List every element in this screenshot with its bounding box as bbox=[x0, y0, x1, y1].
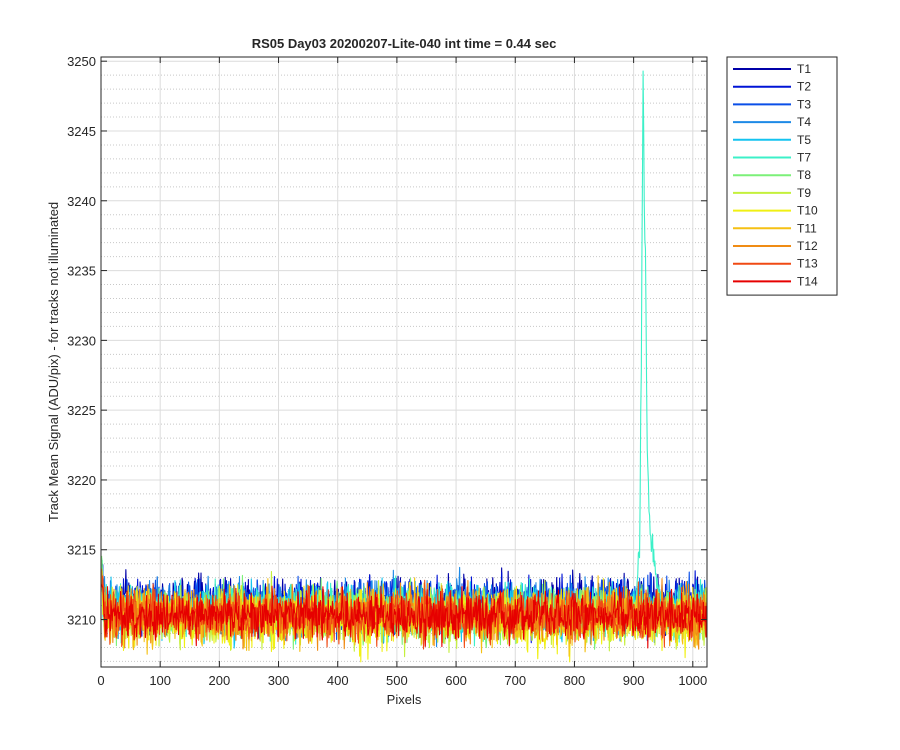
legend-label-t10: T10 bbox=[797, 204, 818, 218]
y-axis-label: Track Mean Signal (ADU/pix) - for tracks… bbox=[46, 202, 61, 522]
legend-label-t14: T14 bbox=[797, 274, 818, 288]
legend-label-t8: T8 bbox=[797, 168, 811, 182]
legend-label-t9: T9 bbox=[797, 186, 811, 200]
axes-box bbox=[100, 56, 708, 668]
legend-label-t7: T7 bbox=[797, 151, 811, 165]
legend-label-t5: T5 bbox=[797, 133, 811, 147]
legend-label-t4: T4 bbox=[797, 115, 811, 129]
x-tick-label: 700 bbox=[504, 673, 526, 688]
series-group bbox=[101, 70, 707, 663]
x-tick-label: 900 bbox=[623, 673, 645, 688]
y-tick-label: 3210 bbox=[67, 613, 96, 628]
x-tick-label: 100 bbox=[149, 673, 171, 688]
series-line-t14 bbox=[101, 584, 707, 649]
x-tick-label: 400 bbox=[327, 673, 349, 688]
x-tick-label: 600 bbox=[445, 673, 467, 688]
chart-title: RS05 Day03 20200207-Lite-040 int time = … bbox=[252, 36, 557, 51]
plot-area: 0 100 200 300 400 500 600 700 800 900 1000 3210 3215… bbox=[67, 54, 708, 688]
y-tick-label: 3250 bbox=[67, 54, 96, 69]
x-axis-label: Pixels bbox=[387, 692, 422, 707]
x-tick-label: 0 bbox=[97, 673, 104, 688]
x-tick-label: 200 bbox=[209, 673, 231, 688]
legend-label-t2: T2 bbox=[797, 80, 811, 94]
y-tick-label: 3230 bbox=[67, 333, 96, 348]
y-tick-label: 3215 bbox=[67, 543, 96, 558]
y-tick-label: 3220 bbox=[67, 473, 96, 488]
plot-background bbox=[101, 57, 707, 667]
y-tick-label: 3225 bbox=[67, 403, 96, 418]
x-tick-label: 800 bbox=[564, 673, 586, 688]
legend-label-t13: T13 bbox=[797, 257, 818, 271]
y-tick-label: 3245 bbox=[67, 124, 96, 139]
legend-label-t12: T12 bbox=[797, 239, 818, 253]
x-tick-label: 300 bbox=[268, 673, 290, 688]
legend-label-t11: T11 bbox=[797, 221, 817, 235]
y-tick-label: 3235 bbox=[67, 264, 96, 279]
legend-label-t1: T1 bbox=[797, 62, 811, 76]
legend-label-t3: T3 bbox=[797, 97, 811, 111]
y-tick-label: 3240 bbox=[67, 194, 96, 209]
legend: T1 T2 T3 T4 T5 T7 T8 T9 T10 T11 T12 T13 T14 bbox=[726, 56, 838, 296]
x-tick-label: 500 bbox=[386, 673, 408, 688]
x-tick-label: 1000 bbox=[678, 673, 707, 688]
